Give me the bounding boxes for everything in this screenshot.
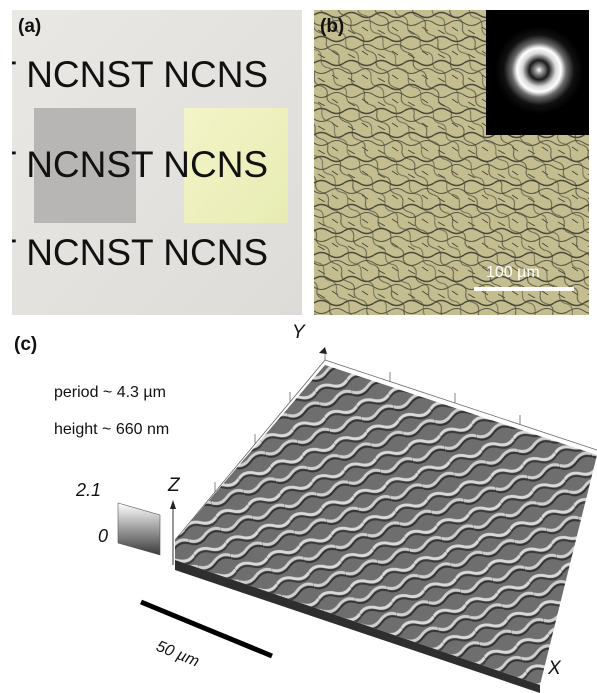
print-line-1: T NCNST NCNS: [12, 54, 269, 95]
plot-box: [174, 350, 597, 541]
height-annotation: height ~ 660 nm: [54, 421, 170, 438]
panel-b-label: (b): [320, 16, 345, 37]
print-line-2: T NCNST NCNS: [12, 144, 269, 185]
z-axis-label: Z: [168, 475, 180, 496]
height-colorbar: [117, 502, 161, 556]
panel-b-micrograph: (b) 100 µm: [314, 10, 589, 315]
afm-surface-plot: [117, 347, 597, 693]
scale-bar-c: [140, 599, 273, 659]
panel-c-afm-3d: (c) period ~ 4.3 µm height ~ 660 nm 2.1 …: [0, 320, 597, 693]
grey-sample: [34, 108, 136, 223]
scale-bar-b: [474, 287, 574, 291]
panel-a-photo: (a) T NCNST NCNS T NCNST NCNS T NCNST NC…: [12, 10, 302, 315]
panel-a-label: (a): [18, 16, 42, 37]
y-axis-arrow: [319, 347, 327, 354]
period-annotation: period ~ 4.3 µm: [54, 384, 166, 401]
sample-photo: [12, 10, 302, 315]
micrograph-image: [314, 10, 589, 315]
y-axis-label: Y: [292, 322, 305, 343]
x-axis-label: X: [548, 658, 561, 679]
scale-bar-b-label: 100 µm: [486, 264, 540, 281]
print-line-3: T NCNST NCNS: [12, 232, 269, 273]
colorbar-max-label: 2.1: [76, 480, 102, 500]
panel-c-label: (c): [14, 334, 38, 355]
colorbar-min-label: 0: [98, 526, 109, 546]
wrinkle-surface: [175, 365, 597, 685]
yellow-sample: [184, 108, 288, 223]
